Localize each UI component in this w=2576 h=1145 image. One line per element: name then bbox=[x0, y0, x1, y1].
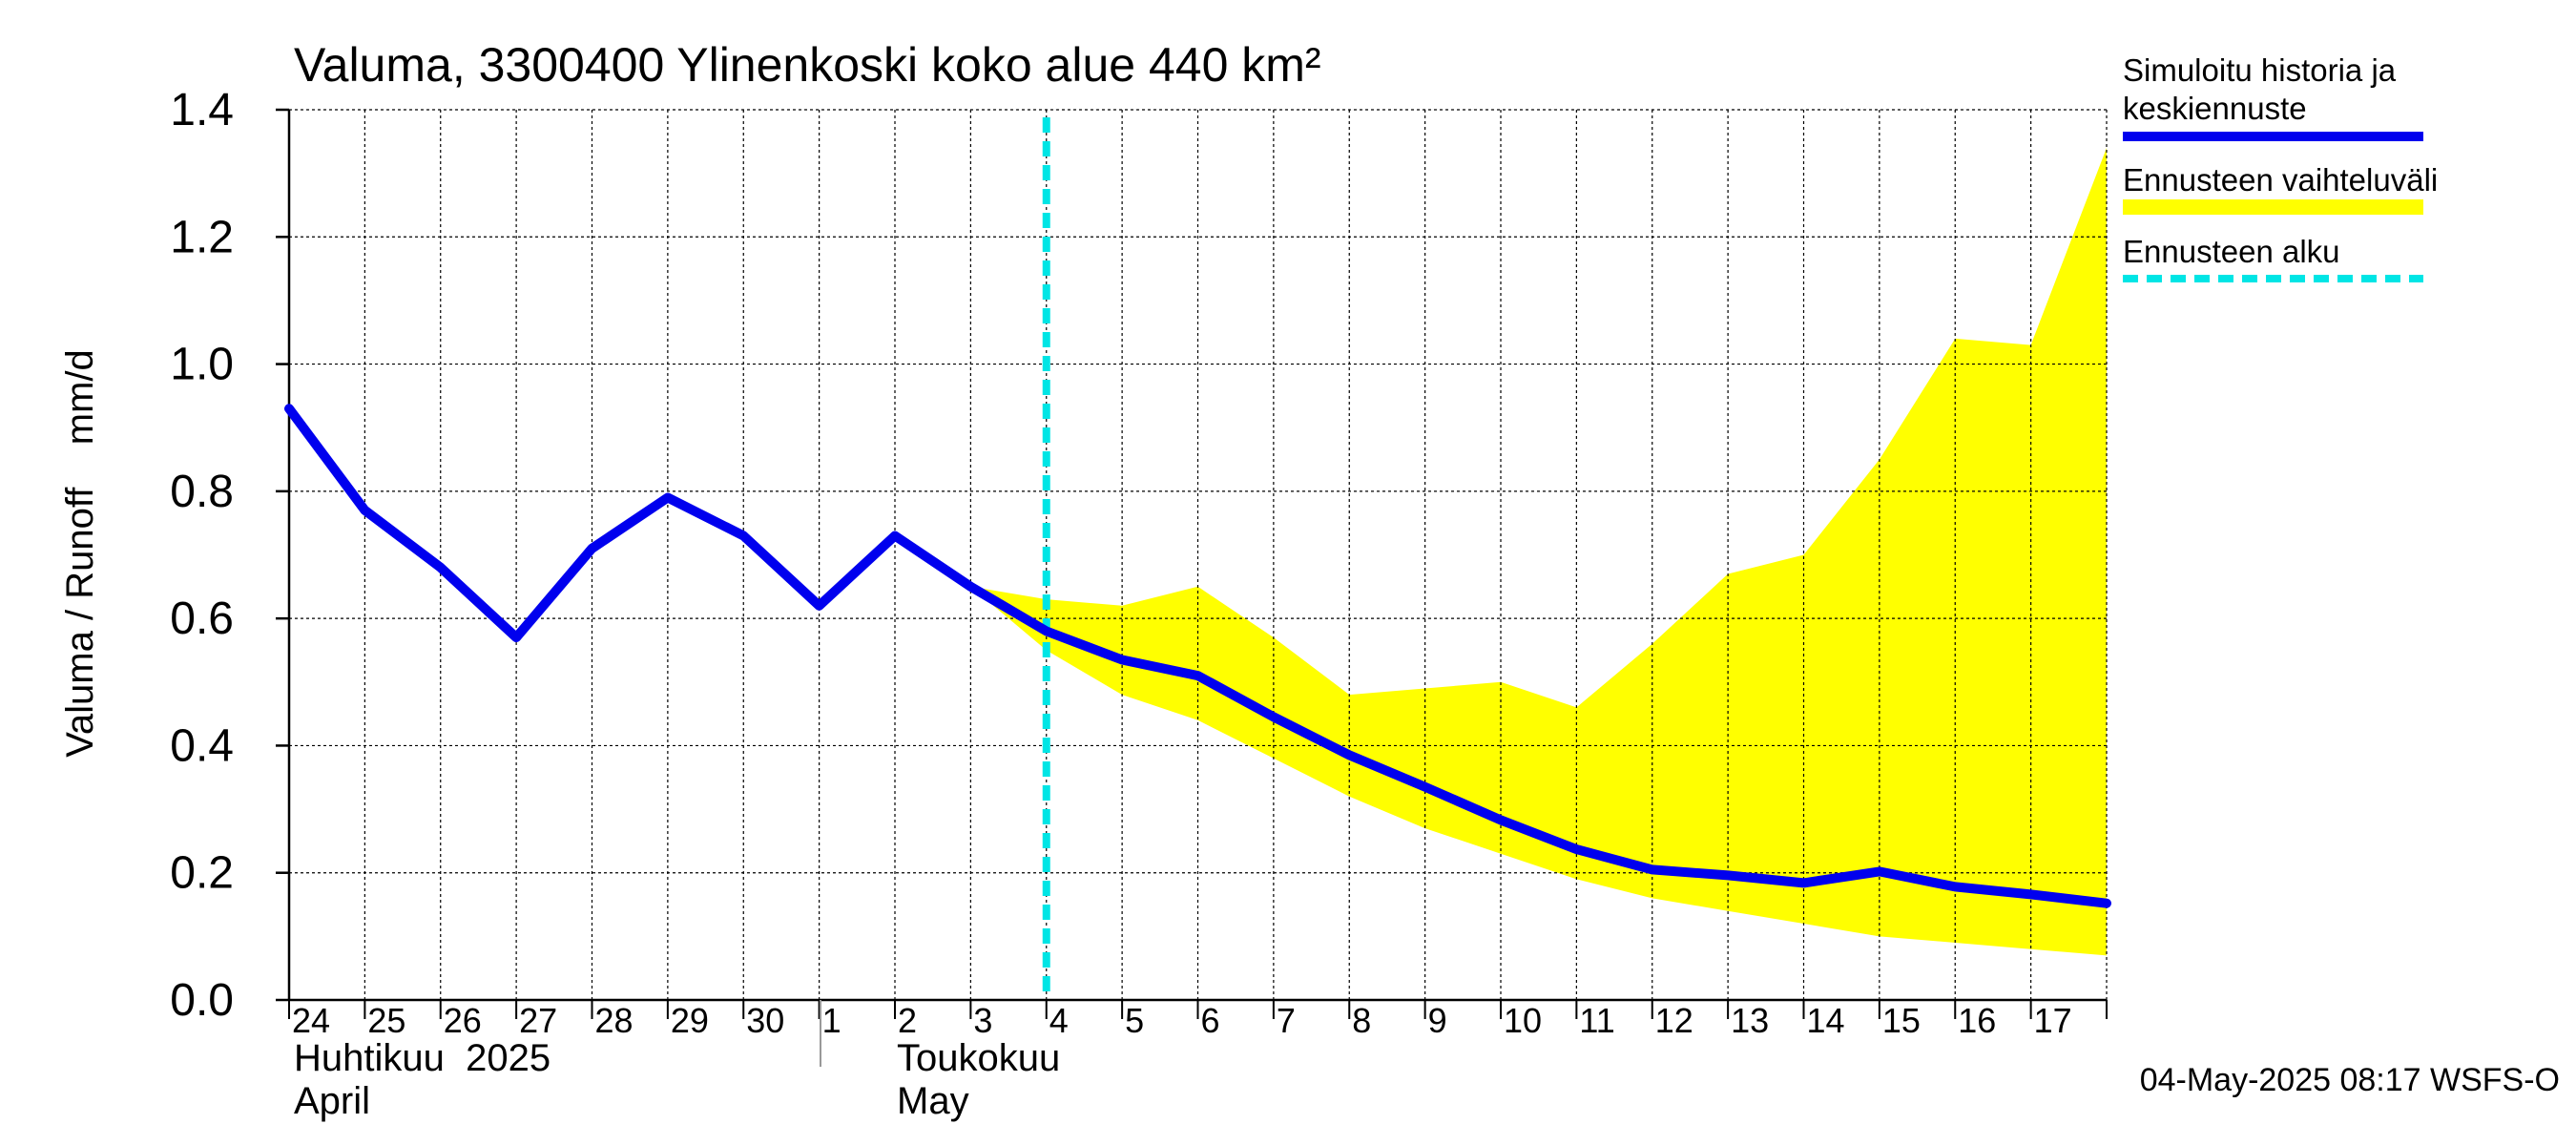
x-tick-label: 13 bbox=[1731, 1001, 1769, 1040]
x-tick-label: 2 bbox=[898, 1001, 917, 1040]
x-tick-label: 7 bbox=[1277, 1001, 1296, 1040]
legend: Simuloitu historia ja keskiennuste Ennus… bbox=[2123, 52, 2438, 282]
x-tick-label: 29 bbox=[671, 1001, 709, 1040]
month-label-may: Toukokuu May bbox=[897, 1037, 1060, 1122]
month-label-april: Huhtikuu 2025 April bbox=[294, 1037, 551, 1122]
simulated-runoff-line bbox=[284, 404, 2111, 908]
y-tick-label: 0.6 bbox=[170, 593, 234, 644]
x-tick-label: 10 bbox=[1504, 1001, 1542, 1040]
x-tick-label: 25 bbox=[367, 1001, 405, 1040]
x-tick-label: 28 bbox=[595, 1001, 634, 1040]
x-tick-label: 30 bbox=[746, 1001, 784, 1040]
x-tick-label: 26 bbox=[444, 1001, 482, 1040]
forecast-range-band bbox=[970, 148, 2107, 956]
chart-title: Valuma, 3300400 Ylinenkoski koko alue 44… bbox=[294, 38, 1321, 92]
x-tick-label: 16 bbox=[1958, 1001, 1996, 1040]
y-tick-label: 1.2 bbox=[170, 212, 234, 262]
x-tick-label: 27 bbox=[519, 1001, 557, 1040]
month-label-april-line1: Huhtikuu 2025 bbox=[294, 1037, 551, 1079]
legend-label-simulated-line2: keskiennuste bbox=[2123, 91, 2307, 126]
x-tick-label: 17 bbox=[2034, 1001, 2072, 1040]
legend-label-simulated-line1: Simuloitu historia ja bbox=[2123, 52, 2397, 88]
x-tick-label: 3 bbox=[973, 1001, 992, 1040]
x-tick-label: 15 bbox=[1882, 1001, 1921, 1040]
y-tick-label: 1.0 bbox=[170, 340, 234, 390]
month-label-may-line1: Toukokuu bbox=[897, 1037, 1060, 1079]
y-tick-label: 0.8 bbox=[170, 467, 234, 517]
x-tick-label: 14 bbox=[1807, 1001, 1845, 1040]
y-axis-ticks: 0.0 0.2 0.4 0.6 0.8 1.0 1.2 1.4 bbox=[170, 85, 289, 1026]
x-tick-label: 8 bbox=[1352, 1001, 1371, 1040]
simulated-runoff-series bbox=[284, 404, 2111, 908]
month-label-may-line2: May bbox=[897, 1080, 969, 1122]
y-tick-label: 0.0 bbox=[170, 975, 234, 1026]
x-tick-label: 5 bbox=[1125, 1001, 1144, 1040]
y-tick-label: 1.4 bbox=[170, 85, 234, 135]
x-tick-label: 6 bbox=[1201, 1001, 1220, 1040]
legend-label-range: Ennusteen vaihteluväli bbox=[2123, 162, 2438, 198]
x-tick-label: 1 bbox=[822, 1001, 841, 1040]
x-axis-ticks: 24 25 26 27 28 29 30 1 2 3 4 5 6 7 8 9 10 11 12 13 14 15 16 17 bbox=[288, 1000, 2108, 1040]
x-tick-label: 9 bbox=[1428, 1001, 1447, 1040]
x-tick-label: 4 bbox=[1049, 1001, 1069, 1040]
x-tick-label: 11 bbox=[1579, 1001, 1614, 1040]
legend-label-forecast-start: Ennusteen alku bbox=[2123, 234, 2340, 269]
x-tick-label: 12 bbox=[1655, 1001, 1693, 1040]
y-tick-label: 0.2 bbox=[170, 848, 234, 899]
y-axis-label: Valuma / Runoff mm/d bbox=[59, 349, 101, 758]
x-tick-label: 24 bbox=[292, 1001, 330, 1040]
month-label-april-line2: April bbox=[294, 1080, 370, 1122]
y-tick-label: 0.4 bbox=[170, 720, 234, 771]
forecast-range-area bbox=[970, 148, 2107, 956]
footer-timestamp: 04-May-2025 08:17 WSFS-O bbox=[2140, 1062, 2560, 1098]
